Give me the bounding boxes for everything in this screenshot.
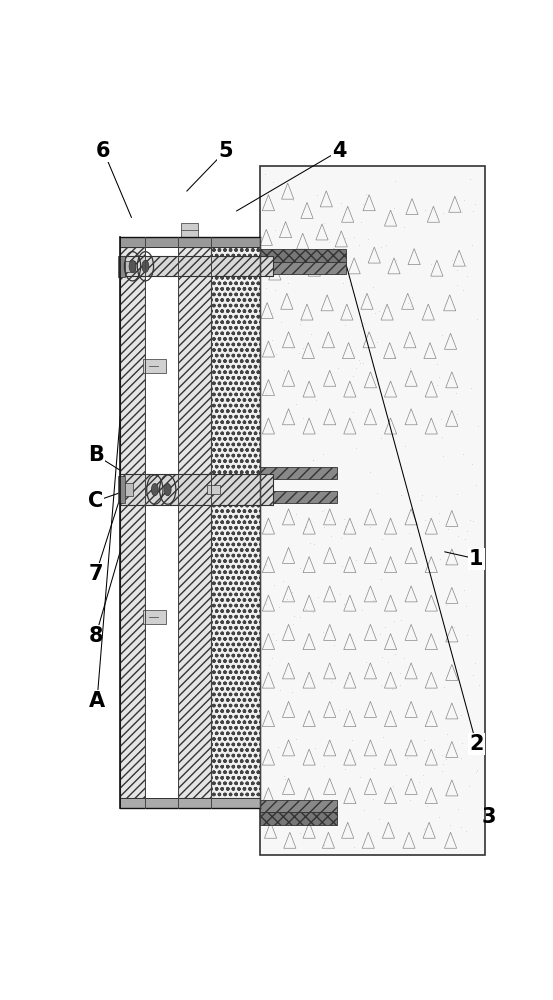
Bar	[119, 474, 273, 505]
Text: 3: 3	[482, 807, 497, 827]
Bar	[260, 166, 485, 855]
Text: A: A	[89, 691, 105, 711]
Text: 1: 1	[469, 549, 483, 569]
Bar	[119, 237, 260, 247]
Text: 8: 8	[88, 626, 103, 646]
Circle shape	[129, 260, 136, 272]
Bar	[211, 247, 260, 798]
Bar	[260, 812, 337, 825]
Bar	[119, 247, 145, 798]
Bar	[118, 256, 126, 277]
Text: C: C	[88, 491, 103, 511]
Bar	[118, 476, 126, 503]
Bar	[260, 249, 346, 262]
Bar	[179, 247, 211, 798]
Bar	[145, 247, 179, 798]
Bar	[260, 800, 337, 812]
Text: 4: 4	[332, 141, 346, 161]
Text: 7: 7	[88, 564, 103, 584]
Bar	[126, 261, 135, 272]
Bar	[119, 798, 260, 808]
Bar	[180, 223, 198, 237]
Bar	[207, 485, 220, 494]
Bar	[143, 359, 165, 373]
Text: 2: 2	[469, 734, 483, 754]
Bar	[260, 466, 337, 479]
Text: 5: 5	[218, 141, 233, 161]
Circle shape	[152, 483, 158, 496]
Bar	[260, 262, 346, 274]
Circle shape	[164, 483, 171, 496]
Bar	[143, 610, 165, 624]
Text: 6: 6	[96, 141, 111, 161]
Bar	[119, 256, 273, 276]
Text: B: B	[88, 445, 103, 465]
Bar	[126, 483, 133, 496]
Bar	[260, 491, 337, 503]
Circle shape	[142, 260, 149, 272]
